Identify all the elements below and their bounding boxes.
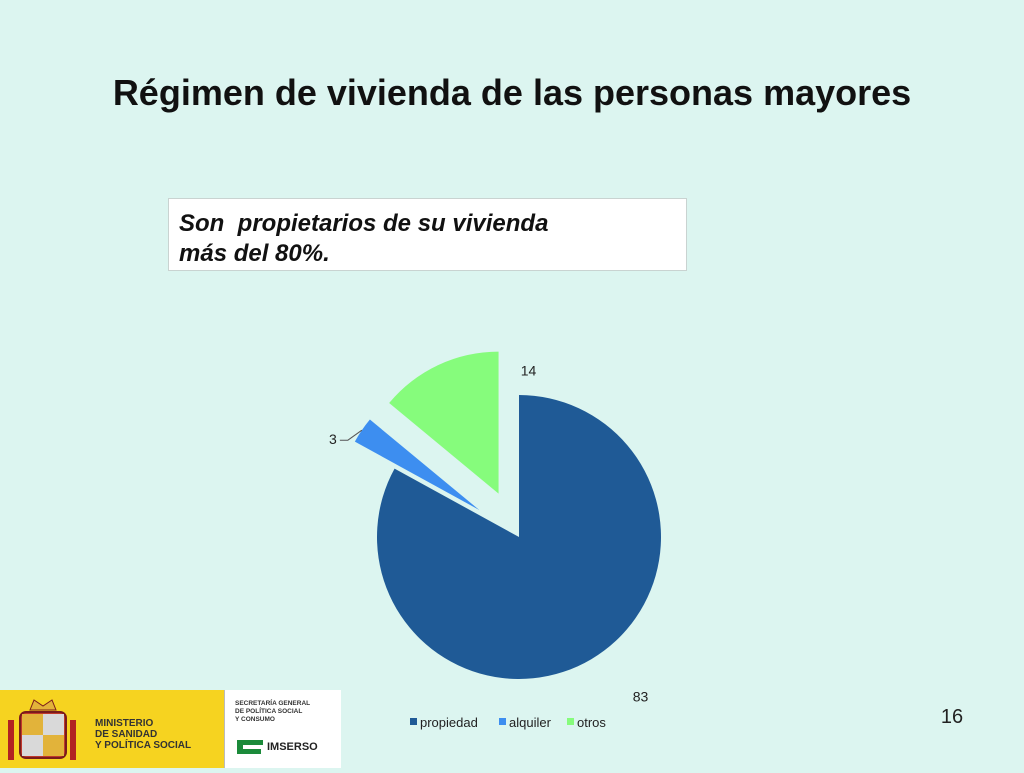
legend-label-alquiler: alquiler [509, 715, 552, 730]
slide-number: 16 [940, 706, 964, 728]
legend-item-otros: otros [567, 715, 606, 730]
legend-item-propiedad: propiedad [410, 715, 478, 730]
slide-title: Régimen de vivienda de las personas mayo… [112, 72, 912, 113]
footer-logos: MINISTERIO DE SANIDAD Y POLÍTICA SOCIAL … [0, 690, 341, 768]
ministry-name: MINISTERIO DE SANIDAD Y POLÍTICA SOCIAL [95, 718, 192, 751]
callout-line-2: más del 80%. [179, 240, 330, 267]
legend-swatch-otros [567, 718, 574, 725]
data-label-propiedad: 83 [633, 688, 649, 704]
data-label-alquiler: 3 [329, 431, 337, 447]
legend-label-propiedad: propiedad [420, 715, 478, 730]
imserso-name: IMSERSO [267, 741, 318, 753]
legend-swatch-alquiler [499, 718, 506, 725]
callout-line-1: Son propietarios de su vivienda [179, 210, 549, 237]
coat-of-arms-icon [8, 699, 76, 760]
legend-item-alquiler: alquiler [499, 715, 552, 730]
pie-slice-propiedad [376, 395, 661, 679]
callout-box: Son propietarios de su vivienda más del … [168, 198, 687, 271]
pie-slice-alquiler [354, 419, 480, 511]
secretaria-name: SECRETARÍA GENERAL DE POLÍTICA SOCIAL Y … [235, 700, 311, 723]
pie-slice-otros [389, 351, 499, 494]
legend-label-otros: otros [577, 715, 606, 730]
leader-line-alquiler [339, 429, 363, 441]
imserso-logo: SECRETARÍA GENERAL DE POLÍTICA SOCIAL Y … [224, 690, 341, 768]
ministry-logo: MINISTERIO DE SANIDAD Y POLÍTICA SOCIAL [0, 690, 224, 768]
data-label-otros: 14 [521, 363, 537, 379]
imserso-icon [237, 740, 263, 754]
legend-swatch-propiedad [410, 718, 417, 725]
